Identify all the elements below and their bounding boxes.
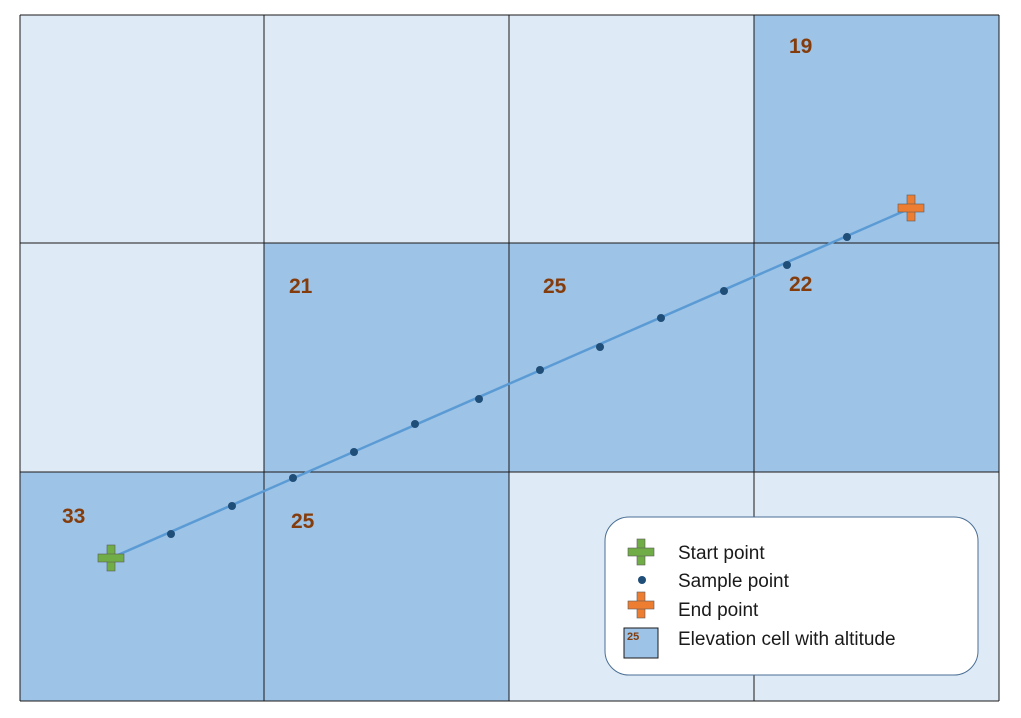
sample-point <box>411 420 419 428</box>
sample-point <box>720 287 728 295</box>
end-plus-icon <box>627 591 655 619</box>
start-plus-icon <box>627 538 655 566</box>
sample-point <box>783 261 791 269</box>
altitude-labels: 19 21 25 22 33 25 <box>62 35 812 533</box>
legend-label-sample: Sample point <box>678 571 790 592</box>
grid-cell <box>509 243 754 472</box>
path-line <box>110 206 912 560</box>
end-plus-icon <box>897 194 925 222</box>
legend-end-plus-icon <box>627 591 655 619</box>
legend-label-elevation: Elevation cell with altitude <box>678 629 896 650</box>
altitude-label: 25 <box>543 275 567 298</box>
sample-point <box>843 233 851 241</box>
grid-cell <box>20 15 264 243</box>
grid-cell <box>264 472 509 701</box>
sample-point <box>167 530 175 538</box>
grid-lines <box>19 14 1000 702</box>
altitude-label: 25 <box>291 510 315 533</box>
sample-point <box>657 314 665 322</box>
altitude-label: 22 <box>789 273 812 296</box>
grid-cell <box>509 15 754 243</box>
legend-elevation-cell-icon <box>623 627 659 659</box>
sample-point <box>228 502 236 510</box>
sampling-path <box>97 194 925 572</box>
altitude-label: 33 <box>62 505 85 528</box>
legend-label-end: End point <box>678 600 759 621</box>
altitude-label: 21 <box>289 275 313 298</box>
grid-cell <box>20 243 264 472</box>
sample-point <box>536 366 544 374</box>
legend-label-start: Start point <box>678 543 765 564</box>
altitude-label: 19 <box>789 35 812 58</box>
sample-point <box>289 474 297 482</box>
sample-point <box>350 448 358 456</box>
grid-cell <box>264 243 509 472</box>
sample-point <box>596 343 604 351</box>
grid-cells <box>20 15 999 701</box>
grid-cell <box>754 243 999 472</box>
start-plus-icon <box>97 544 125 572</box>
grid-cell <box>754 15 999 243</box>
legend-swatch-altitude: 25 <box>627 631 639 643</box>
legend-start-plus-icon <box>627 538 655 566</box>
legend-box <box>604 516 979 676</box>
legend: Start point Sample point End point 25 El… <box>604 516 979 676</box>
legend-sample-dot-icon <box>638 576 646 584</box>
grid-cell <box>264 15 509 243</box>
sample-point <box>475 395 483 403</box>
